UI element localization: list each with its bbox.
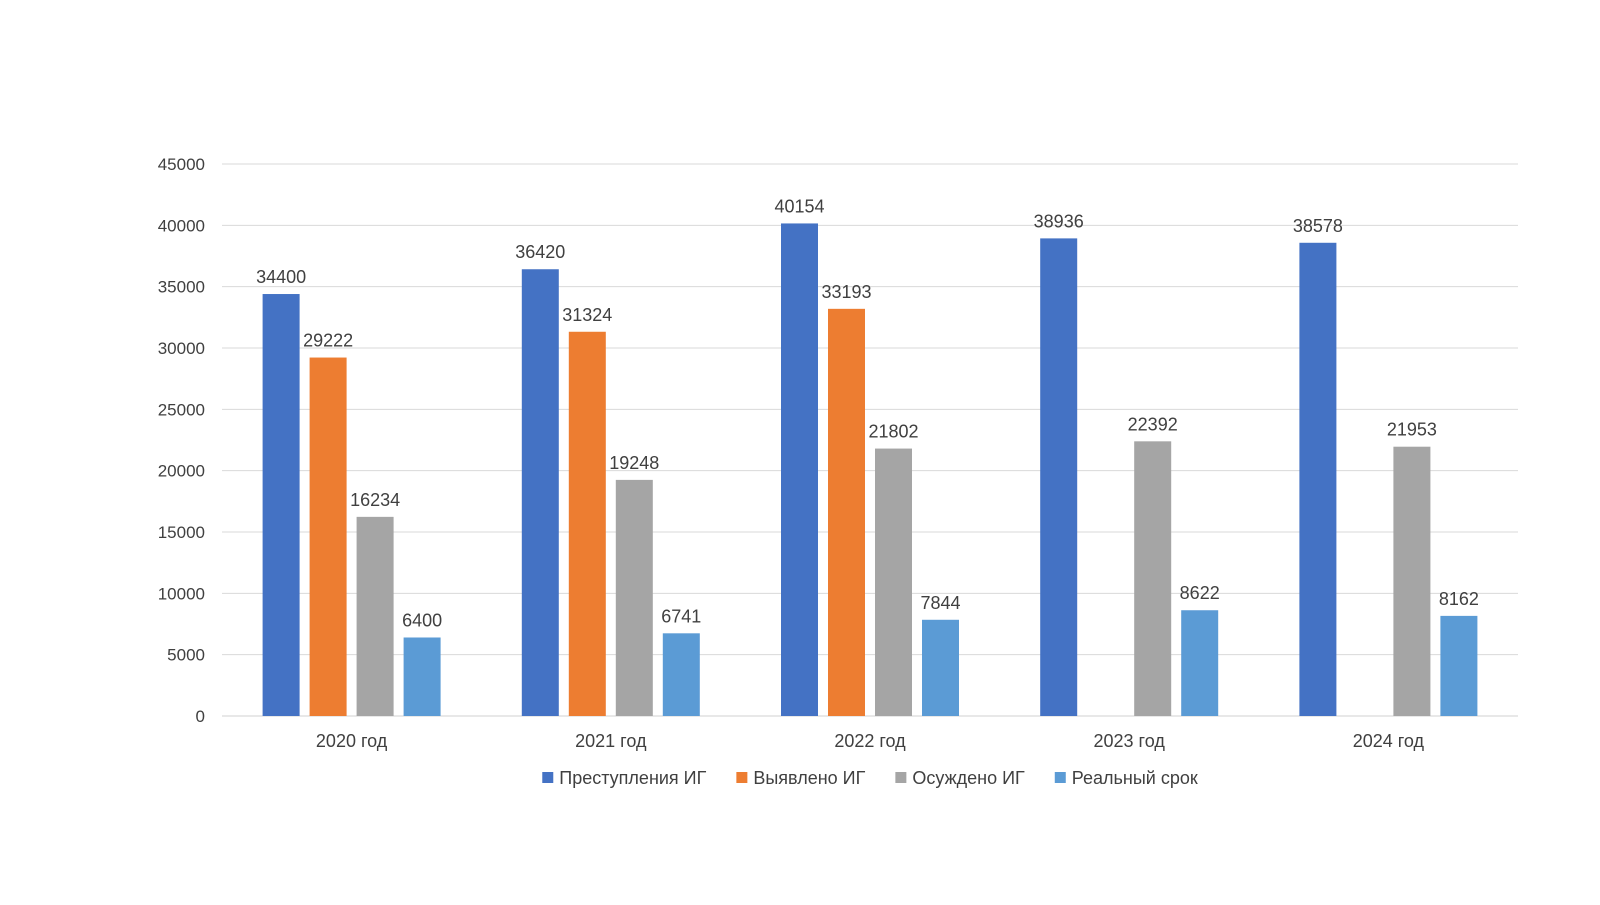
y-tick-label: 30000 (158, 339, 205, 358)
y-tick-label: 25000 (158, 400, 205, 419)
y-tick-label: 0 (196, 707, 205, 726)
bar (781, 223, 818, 716)
data-label: 34400 (256, 267, 306, 287)
y-tick-label: 40000 (158, 216, 205, 235)
y-tick-label: 5000 (167, 646, 205, 665)
data-label: 29222 (303, 331, 353, 351)
bar (1299, 242, 1337, 716)
data-label: 8162 (1439, 589, 1479, 609)
legend-label: Преступления ИГ (559, 768, 706, 788)
data-label: 36420 (515, 242, 565, 262)
legend-label: Осуждено ИГ (912, 768, 1025, 788)
data-label: 33193 (821, 282, 871, 302)
bar (615, 479, 653, 716)
y-tick-label: 15000 (158, 523, 205, 542)
x-category-label: 2024 год (1353, 731, 1425, 751)
x-category-label: 2022 год (834, 731, 906, 751)
x-category-label: 2020 год (316, 731, 388, 751)
data-label: 38936 (1034, 211, 1084, 231)
data-label: 21802 (868, 422, 918, 442)
legend: Преступления ИГ Выявлено ИГ Осуждено ИГ Реа… (542, 768, 1198, 788)
data-labels: 34400 29222 16234 6400 36420 31324 19248 6741 40… (256, 196, 1479, 630)
bar (1393, 446, 1431, 716)
bar (662, 633, 700, 716)
x-category-label: 2023 год (1094, 731, 1166, 751)
data-label: 6741 (661, 606, 701, 626)
bar (1040, 238, 1078, 716)
bar (875, 448, 912, 716)
data-label: 40154 (774, 196, 824, 216)
data-label: 22392 (1128, 414, 1178, 434)
bar (1134, 441, 1172, 716)
y-tick-label: 10000 (158, 584, 205, 603)
bar (568, 331, 606, 716)
data-label: 7844 (920, 593, 960, 613)
data-label: 16234 (350, 490, 400, 510)
bar (1181, 610, 1219, 716)
data-label: 21953 (1387, 420, 1437, 440)
data-label: 8622 (1180, 583, 1220, 603)
bars (262, 223, 1478, 716)
legend-swatch (542, 772, 554, 783)
legend-swatch (1054, 772, 1066, 783)
data-label: 31324 (562, 305, 612, 325)
legend-swatch (736, 772, 748, 783)
bar (309, 357, 347, 716)
bar (262, 294, 300, 716)
legend-item: Осуждено ИГ (895, 768, 1025, 788)
legend-swatch (895, 772, 907, 783)
y-tick-label: 45000 (158, 155, 205, 174)
legend-label: Выявлено ИГ (753, 768, 865, 788)
legend-label: Реальный срок (1072, 768, 1198, 788)
y-axis-ticks: 0 5000 10000 15000 20000 25000 30000 35000 40000… (158, 155, 205, 726)
bar (1440, 615, 1478, 716)
data-label: 6400 (402, 610, 442, 630)
data-label: 19248 (609, 453, 659, 473)
legend-item: Реальный срок (1054, 768, 1198, 788)
bar (828, 308, 865, 716)
bar (403, 637, 441, 716)
data-label: 38578 (1293, 216, 1343, 236)
bar (922, 619, 959, 716)
x-axis-categories: 2020 год 2021 год 2022 год 2023 год 2024 год (316, 731, 1425, 751)
y-tick-label: 35000 (158, 278, 205, 297)
x-category-label: 2021 год (575, 731, 647, 751)
legend-item: Преступления ИГ (542, 768, 707, 788)
y-tick-label: 20000 (158, 462, 205, 481)
bar (521, 269, 559, 716)
bar (356, 516, 394, 716)
legend-item: Выявлено ИГ (736, 768, 866, 788)
